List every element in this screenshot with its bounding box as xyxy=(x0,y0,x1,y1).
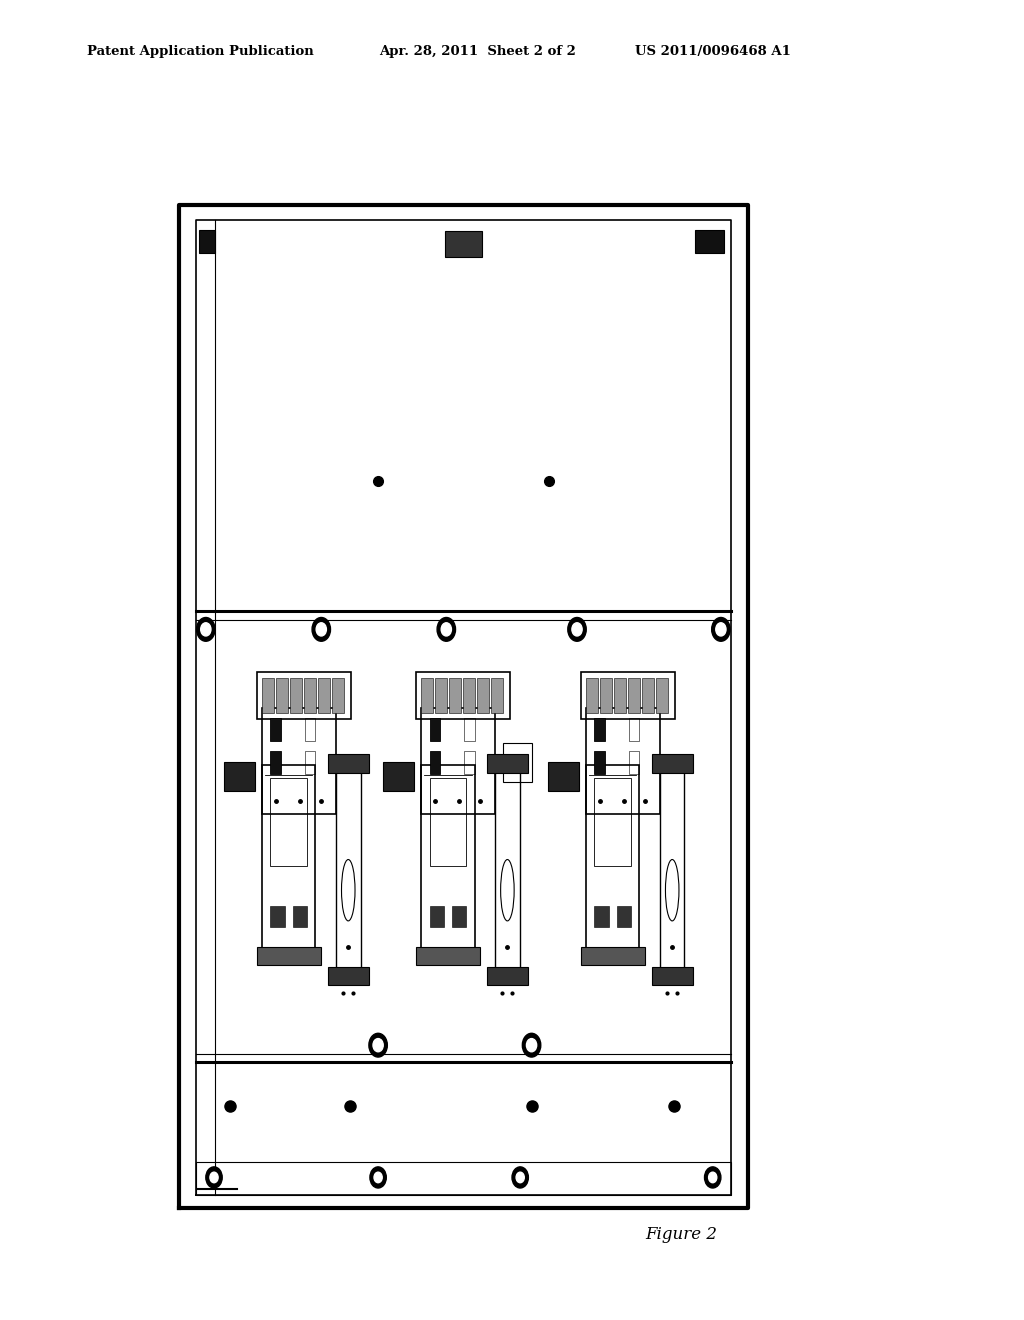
Bar xyxy=(504,743,532,783)
Bar xyxy=(659,767,684,972)
Circle shape xyxy=(370,1167,386,1188)
Bar xyxy=(304,678,316,713)
Ellipse shape xyxy=(501,859,514,921)
Bar xyxy=(465,751,475,775)
Bar xyxy=(628,678,640,713)
Bar xyxy=(651,754,692,772)
Bar xyxy=(416,672,511,719)
Bar xyxy=(463,678,475,713)
Bar xyxy=(581,946,644,965)
Bar xyxy=(487,966,528,985)
Ellipse shape xyxy=(342,859,355,921)
Circle shape xyxy=(206,1167,222,1188)
Bar xyxy=(257,946,321,965)
Bar xyxy=(262,709,336,814)
Bar xyxy=(594,751,604,775)
Bar xyxy=(270,718,281,742)
Bar xyxy=(328,754,369,772)
Bar xyxy=(196,1162,731,1195)
Bar xyxy=(262,764,315,949)
Bar xyxy=(477,678,489,713)
Bar xyxy=(305,751,315,775)
Bar xyxy=(586,678,598,713)
Bar xyxy=(276,678,288,713)
Circle shape xyxy=(374,1172,382,1183)
Bar xyxy=(586,764,639,949)
Bar xyxy=(594,906,608,927)
Bar xyxy=(384,763,415,792)
Bar xyxy=(656,678,668,713)
Circle shape xyxy=(369,1034,387,1057)
Bar xyxy=(336,767,360,972)
Circle shape xyxy=(709,1172,717,1183)
Bar xyxy=(328,966,369,985)
Bar xyxy=(430,906,444,927)
Circle shape xyxy=(373,1039,383,1052)
Bar xyxy=(581,672,675,719)
Circle shape xyxy=(516,1172,524,1183)
Circle shape xyxy=(526,1039,537,1052)
Bar xyxy=(422,678,433,713)
Bar xyxy=(629,751,639,775)
Bar xyxy=(199,230,215,253)
Text: Patent Application Publication: Patent Application Publication xyxy=(87,45,313,58)
Text: Apr. 28, 2011  Sheet 2 of 2: Apr. 28, 2011 Sheet 2 of 2 xyxy=(379,45,575,58)
Bar xyxy=(430,718,440,742)
Ellipse shape xyxy=(666,859,679,921)
Bar xyxy=(450,678,461,713)
Circle shape xyxy=(197,618,215,642)
Circle shape xyxy=(201,623,211,636)
Circle shape xyxy=(567,618,586,642)
Bar xyxy=(422,764,475,949)
Bar xyxy=(453,906,467,927)
Circle shape xyxy=(312,618,331,642)
Circle shape xyxy=(712,618,730,642)
Bar xyxy=(642,678,654,713)
Bar xyxy=(318,678,330,713)
Text: Figure 2: Figure 2 xyxy=(645,1226,717,1242)
Circle shape xyxy=(522,1034,541,1057)
Bar xyxy=(651,966,692,985)
Bar xyxy=(270,906,285,927)
Bar xyxy=(548,763,579,792)
Bar xyxy=(616,906,631,927)
Bar xyxy=(492,678,504,713)
Bar xyxy=(444,231,481,257)
Bar xyxy=(293,906,307,927)
Bar xyxy=(496,767,520,972)
Bar xyxy=(586,709,659,814)
Bar xyxy=(290,678,302,713)
Circle shape xyxy=(716,623,726,636)
Text: US 2011/0096468 A1: US 2011/0096468 A1 xyxy=(635,45,791,58)
Circle shape xyxy=(571,623,582,636)
Circle shape xyxy=(210,1172,218,1183)
Bar xyxy=(332,678,344,713)
Circle shape xyxy=(512,1167,528,1188)
Bar xyxy=(305,718,315,742)
Bar xyxy=(487,754,528,772)
Bar xyxy=(465,718,475,742)
Bar xyxy=(262,678,274,713)
Bar xyxy=(629,718,639,742)
Circle shape xyxy=(437,618,456,642)
Bar xyxy=(600,678,612,713)
Bar xyxy=(695,230,724,253)
Bar xyxy=(430,777,467,866)
Bar xyxy=(594,718,604,742)
Bar xyxy=(435,678,447,713)
Bar xyxy=(224,763,255,792)
Circle shape xyxy=(316,623,327,636)
Bar xyxy=(270,777,307,866)
Bar xyxy=(416,946,479,965)
Bar xyxy=(422,709,496,814)
Bar xyxy=(594,777,631,866)
Bar xyxy=(430,751,440,775)
Bar xyxy=(257,672,351,719)
Bar xyxy=(614,678,626,713)
Circle shape xyxy=(705,1167,721,1188)
Circle shape xyxy=(441,623,452,636)
Bar xyxy=(270,751,281,775)
